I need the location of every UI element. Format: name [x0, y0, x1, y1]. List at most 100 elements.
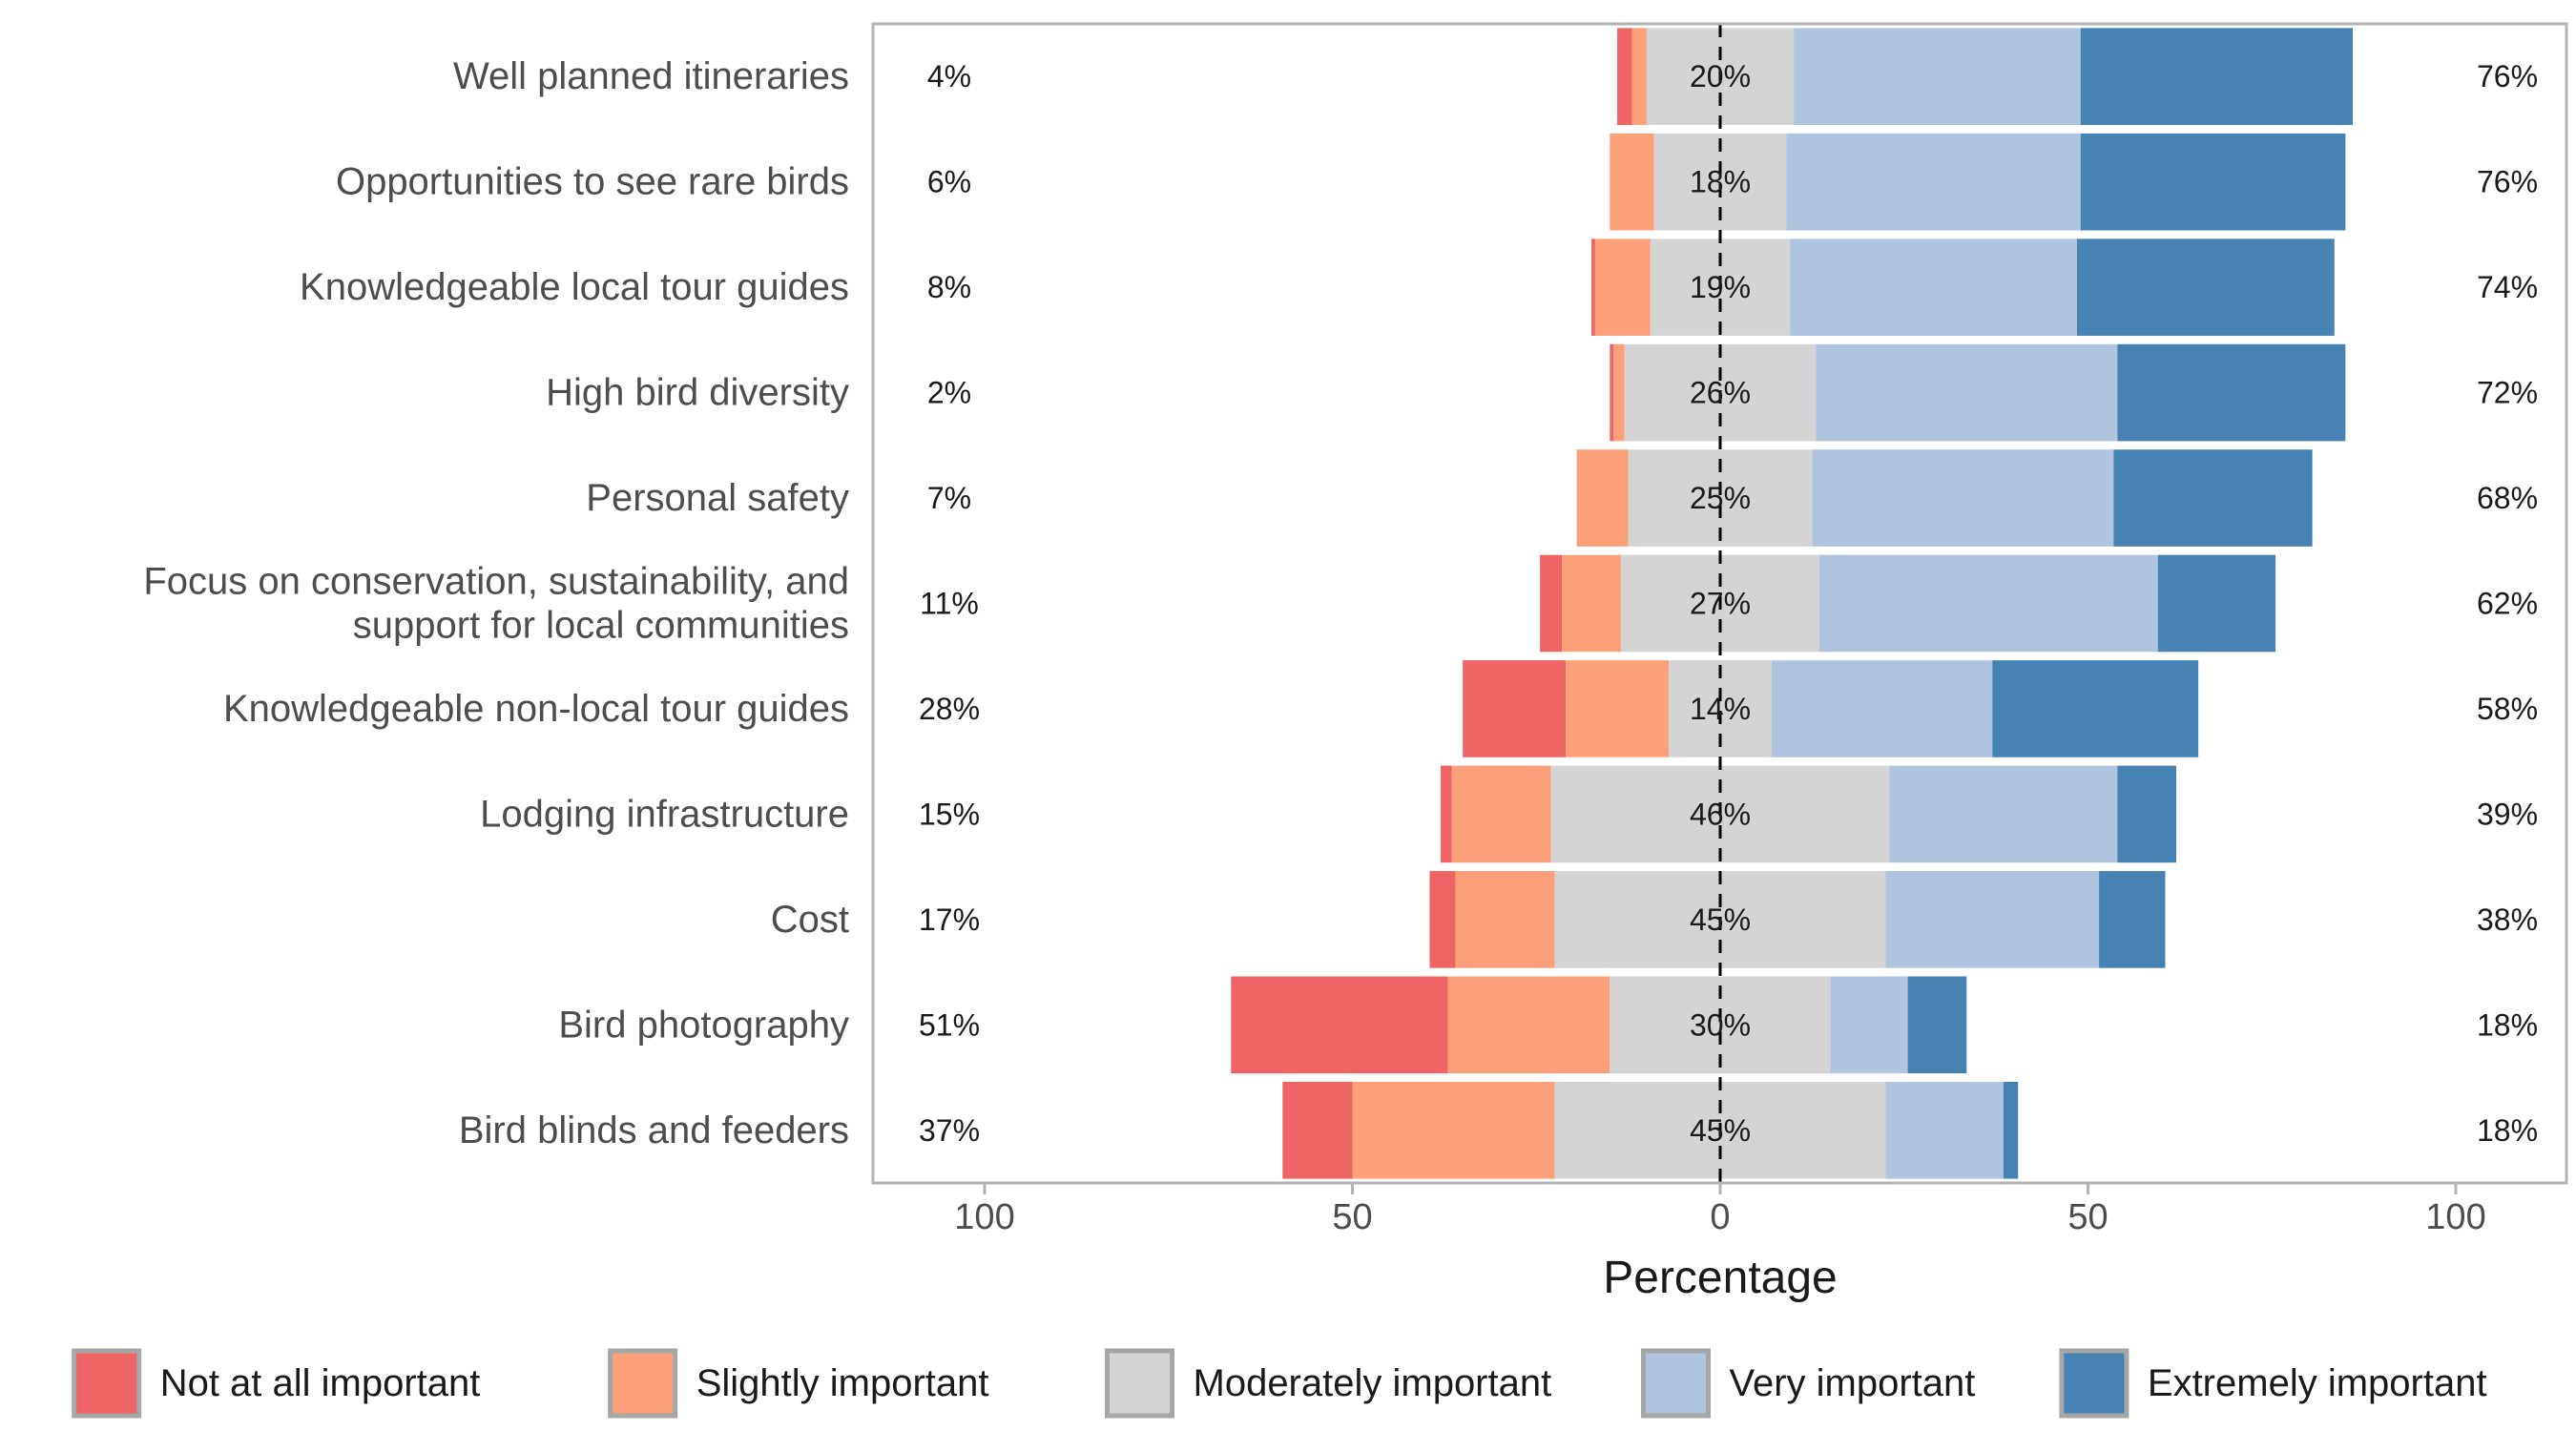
- category-label-line: Lodging infrastructure: [480, 793, 849, 835]
- high-percent-label: 39%: [2477, 797, 2538, 831]
- bar-segment: [1352, 1081, 1555, 1179]
- category-label: Focus on conservation, sustainability, a…: [143, 561, 849, 647]
- bar-segment: [1610, 133, 1654, 231]
- low-percent-label: 28%: [919, 692, 980, 726]
- legend-key: [1105, 1348, 1174, 1419]
- bar-segment: [1794, 28, 2081, 126]
- bar-segment: [1441, 765, 1452, 863]
- bar-segment: [1231, 976, 1448, 1074]
- bar-segment: [1591, 238, 1595, 336]
- category-label: Cost: [771, 899, 849, 941]
- mid-percent-label: 30%: [1690, 1007, 1751, 1042]
- bar-segment: [1771, 660, 1993, 757]
- high-percent-label: 72%: [2477, 376, 2538, 410]
- bar-segment: [2003, 1081, 2019, 1179]
- mid-percent-label: 14%: [1690, 692, 1751, 726]
- high-percent-label: 58%: [2477, 692, 2538, 726]
- bar-segment: [1576, 449, 1629, 547]
- mid-percent-label: 26%: [1690, 376, 1751, 410]
- category-label: Bird photography: [558, 1004, 849, 1046]
- category-label-line: Knowledgeable non-local tour guides: [223, 688, 849, 730]
- bar-segment: [1992, 660, 2199, 757]
- legend-label: Not at all important: [160, 1362, 481, 1404]
- mid-percent-label: 19%: [1690, 270, 1751, 304]
- category-label-line: Cost: [771, 899, 849, 941]
- percentage-labels: 4% 20% 76% 6% 18% 76% 8% 19% 74% 2% 26% 72% 7% 25% 68%…: [919, 59, 2538, 1148]
- x-tick-label: 100: [954, 1197, 1014, 1237]
- bar-segment: [1907, 976, 1967, 1074]
- mid-percent-label: 27%: [1690, 587, 1751, 621]
- low-percent-label: 4%: [927, 59, 971, 93]
- bar-segment: [1790, 238, 2077, 336]
- bar-segment: [1885, 1081, 2004, 1179]
- legend-label: Extremely important: [2148, 1362, 2487, 1404]
- bar-segment: [1889, 765, 2118, 863]
- mid-percent-label: 25%: [1690, 481, 1751, 515]
- bar-segment: [2099, 871, 2166, 968]
- bar-segment: [1447, 976, 1610, 1074]
- legend: Not at all important Slightly important Mo…: [72, 1348, 2487, 1419]
- bar-segment: [1613, 343, 1625, 442]
- category-label-line: Well planned itineraries: [453, 55, 849, 97]
- low-percent-label: 51%: [919, 1007, 980, 1042]
- category-labels: Well planned itineraries Opportunities to…: [143, 55, 849, 1151]
- bar-segment: [1610, 343, 1614, 442]
- high-percent-label: 38%: [2477, 902, 2538, 937]
- bar-segment: [1631, 28, 1647, 126]
- x-tick-label: 100: [2425, 1197, 2485, 1237]
- bar-segment: [1816, 343, 2118, 442]
- bar-segment: [2157, 554, 2276, 653]
- low-percent-label: 7%: [927, 481, 971, 515]
- high-percent-label: 18%: [2477, 1007, 2538, 1042]
- x-tick-label: 0: [1710, 1197, 1730, 1237]
- legend-key: [72, 1348, 142, 1419]
- category-label: Knowledgeable local tour guides: [300, 266, 849, 308]
- mid-percent-label: 18%: [1690, 165, 1751, 199]
- category-label-line: Bird blinds and feeders: [459, 1110, 849, 1151]
- high-percent-label: 68%: [2477, 481, 2538, 515]
- low-percent-label: 8%: [927, 270, 971, 304]
- high-percent-label: 76%: [2477, 59, 2538, 93]
- mid-percent-label: 46%: [1690, 797, 1751, 831]
- bar-segment: [1594, 238, 1651, 336]
- high-percent-label: 18%: [2477, 1113, 2538, 1148]
- x-tick-label: 50: [1332, 1197, 1372, 1237]
- bar-segment: [2117, 765, 2177, 863]
- bar-segment: [1463, 660, 1567, 757]
- bar-segment: [2080, 133, 2346, 231]
- category-label: Lodging infrastructure: [480, 793, 849, 835]
- bar-segment: [1617, 28, 1632, 126]
- bar-segment: [2076, 238, 2335, 336]
- low-percent-label: 2%: [927, 376, 971, 410]
- bar-segment: [1540, 554, 1563, 653]
- high-percent-label: 76%: [2477, 165, 2538, 199]
- legend-key: [2059, 1348, 2129, 1419]
- low-percent-label: 37%: [919, 1113, 980, 1148]
- category-label-line: Focus on conservation, sustainability, a…: [143, 561, 849, 603]
- mid-percent-label: 20%: [1690, 59, 1751, 93]
- category-label-line: support for local communities: [353, 605, 849, 647]
- bar-segment: [1830, 976, 1908, 1074]
- x-tick-label: 50: [2067, 1197, 2108, 1237]
- category-label-line: High bird diversity: [546, 372, 849, 414]
- low-percent-label: 17%: [919, 902, 980, 937]
- bar-segment: [1562, 554, 1621, 653]
- category-label-line: Bird photography: [558, 1004, 849, 1046]
- bar-segment: [1819, 554, 2158, 653]
- bar-segment: [1786, 133, 2081, 231]
- category-label: Well planned itineraries: [453, 55, 849, 97]
- low-percent-label: 15%: [919, 797, 980, 831]
- bar-segment: [1812, 449, 2114, 547]
- bar-segment: [1455, 871, 1555, 968]
- bar-segment: [2113, 449, 2313, 547]
- category-label-line: Personal safety: [586, 477, 849, 519]
- category-label: High bird diversity: [546, 372, 849, 414]
- category-label-line: Knowledgeable local tour guides: [300, 266, 849, 308]
- low-percent-label: 11%: [920, 587, 979, 621]
- bar-segment: [1885, 871, 2100, 968]
- category-label: Personal safety: [586, 477, 849, 519]
- bar-segment: [2117, 343, 2346, 442]
- high-percent-label: 74%: [2477, 270, 2538, 304]
- bar-segment: [2080, 28, 2354, 126]
